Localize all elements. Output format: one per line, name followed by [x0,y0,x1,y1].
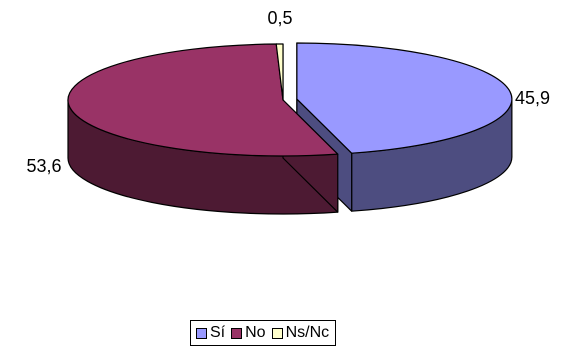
data-labels: 45,9 53,6 0,5 [26,8,550,176]
legend-item-no: No [231,324,266,342]
legend-item-nsnc: Ns/Nc [271,324,330,342]
legend: Sí No Ns/Nc [190,320,337,346]
pie-slice-nsnc [275,43,284,101]
legend-label-no: No [245,324,266,341]
data-label-no: 53,6 [26,156,61,176]
legend-swatch-si [196,327,207,339]
pie-tops [67,42,513,157]
data-label-si: 45,9 [515,88,550,108]
data-label-nsnc: 0,5 [267,8,292,28]
pie-slice-no [67,43,339,157]
legend-item-si: Sí [196,324,225,342]
legend-swatch-nsnc [271,327,283,339]
legend-label-nsnc: Ns/Nc [285,324,330,341]
legend-label-si: Sí [210,324,226,341]
legend-swatch-no [231,327,243,339]
pie-slice-si [296,42,513,154]
